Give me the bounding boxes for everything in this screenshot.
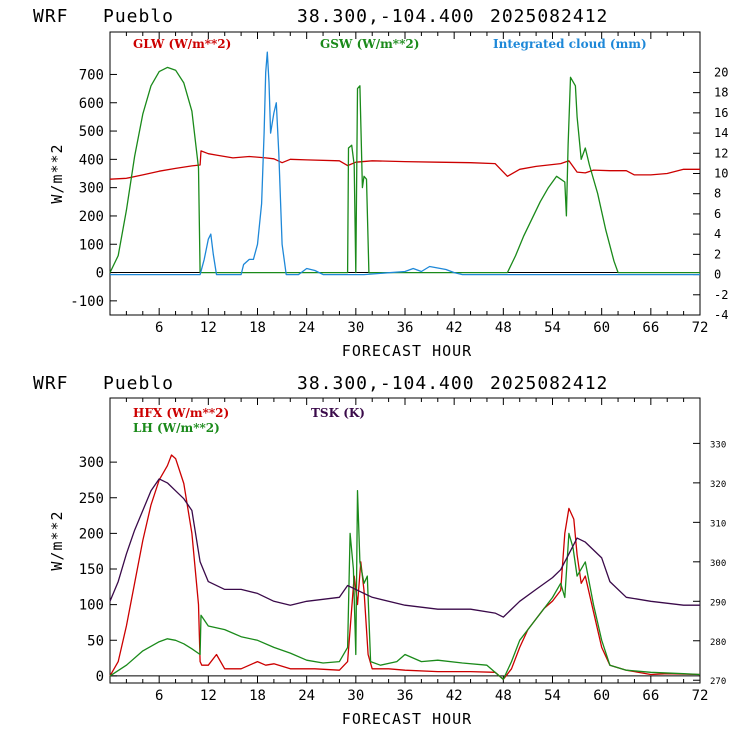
series-line-purple bbox=[109, 478, 700, 618]
y2-tick-label: -4 bbox=[714, 308, 728, 322]
y2-tick-label: 6 bbox=[714, 207, 721, 221]
y2-tick-label: 12 bbox=[714, 146, 728, 160]
header-station: Pueblo bbox=[103, 373, 174, 394]
x-tick-label: 72 bbox=[692, 688, 709, 704]
header-run: 2025082412 bbox=[490, 373, 608, 394]
y2-tick-label: 18 bbox=[714, 86, 728, 100]
y-tick-label: 150 bbox=[79, 562, 104, 578]
legend-entry: GLW (W/m**2) bbox=[133, 37, 231, 51]
y-tick-label: 250 bbox=[79, 491, 104, 507]
y2-tick-label: 280 bbox=[710, 638, 726, 648]
series-line-green bbox=[109, 489, 701, 681]
x-tick-label: 12 bbox=[200, 320, 217, 336]
x-tick-label: 18 bbox=[249, 688, 266, 704]
y-tick-label: 50 bbox=[87, 633, 104, 649]
plot-frame bbox=[109, 397, 701, 684]
x-tick-label: 48 bbox=[495, 688, 512, 704]
y-tick-label: 600 bbox=[79, 96, 104, 112]
x-tick-label: 24 bbox=[298, 688, 315, 704]
y2-tick-label: 300 bbox=[710, 559, 726, 569]
y2-tick-label: 290 bbox=[710, 598, 726, 608]
x-tick-label: 36 bbox=[397, 688, 414, 704]
x-tick-label: 66 bbox=[642, 320, 659, 336]
x-tick-label: 60 bbox=[593, 320, 610, 336]
y-tick-label: 700 bbox=[79, 67, 104, 83]
header-coords: 38.300,-104.400 bbox=[297, 373, 475, 394]
y2-tick-label: 16 bbox=[714, 106, 728, 120]
y-tick-label: 200 bbox=[79, 526, 104, 542]
y2-tick-label: 320 bbox=[710, 480, 726, 490]
y-tick-label: -100 bbox=[70, 294, 104, 310]
y-tick-label: 300 bbox=[79, 181, 104, 197]
x-tick-label: 36 bbox=[397, 320, 414, 336]
series-line-green bbox=[109, 66, 700, 274]
y2-tick-label: 2 bbox=[714, 247, 721, 261]
legend-entry: HFX (W/m**2) bbox=[133, 406, 229, 420]
x-tick-label: 42 bbox=[446, 688, 463, 704]
x-axis-label: FORECAST HOUR bbox=[342, 710, 472, 728]
x-tick-label: 30 bbox=[347, 688, 364, 704]
y-tick-label: 0 bbox=[96, 669, 104, 685]
series-line-red bbox=[109, 454, 701, 681]
x-tick-label: 72 bbox=[692, 320, 709, 336]
y2-tick-label: 270 bbox=[710, 677, 726, 687]
header-run: 2025082412 bbox=[490, 6, 608, 27]
header-model: WRF bbox=[33, 6, 69, 27]
x-tick-label: 12 bbox=[200, 688, 217, 704]
y-tick-label: 300 bbox=[79, 455, 104, 471]
x-tick-label: 6 bbox=[155, 320, 163, 336]
x-tick-label: 54 bbox=[544, 320, 561, 336]
y2-tick-label: 330 bbox=[710, 440, 726, 450]
y-axis-label: W/m**2 bbox=[48, 510, 66, 570]
x-tick-label: 60 bbox=[593, 688, 610, 704]
y2-tick-label: 0 bbox=[714, 268, 721, 282]
header-station: Pueblo bbox=[103, 6, 174, 27]
series-line-red bbox=[109, 150, 700, 180]
header-coords: 38.300,-104.400 bbox=[297, 6, 475, 27]
chart-panel-1: WRF Pueblo 38.300,-104.400 2025082412 6 12 18 2… bbox=[33, 6, 728, 360]
x-tick-label: 30 bbox=[347, 320, 364, 336]
x-tick-label: 6 bbox=[155, 688, 163, 704]
y-tick-label: 0 bbox=[96, 266, 104, 282]
chart-panel-2: WRF Pueblo 38.300,-104.400 2025082412 6 12 18 2… bbox=[33, 373, 726, 728]
x-tick-label: 18 bbox=[249, 320, 266, 336]
y2-tick-label: 10 bbox=[714, 167, 728, 181]
x-tick-label: 24 bbox=[298, 320, 315, 336]
y2-tick-label: 4 bbox=[714, 227, 721, 241]
y-tick-label: 500 bbox=[79, 124, 104, 140]
x-axis-label: FORECAST HOUR bbox=[342, 342, 472, 360]
y2-tick-label: 8 bbox=[714, 187, 721, 201]
x-tick-label: 42 bbox=[446, 320, 463, 336]
header-model: WRF bbox=[33, 373, 69, 394]
y-axis-label: W/m**2 bbox=[48, 143, 66, 203]
y-tick-label: 200 bbox=[79, 209, 104, 225]
legend-entry: GSW (W/m**2) bbox=[320, 37, 419, 51]
series-line-blue bbox=[110, 51, 700, 276]
y2-tick-label: 20 bbox=[714, 65, 728, 79]
y2-tick-label: -2 bbox=[714, 288, 728, 302]
y-tick-label: 400 bbox=[79, 152, 104, 168]
legend-entry: Integrated cloud (mm) bbox=[493, 37, 647, 51]
x-tick-label: 48 bbox=[495, 320, 512, 336]
legend-entry: LH (W/m**2) bbox=[133, 421, 220, 435]
y-tick-label: 100 bbox=[79, 237, 104, 253]
y2-tick-label: 14 bbox=[714, 126, 728, 140]
y2-tick-label: 310 bbox=[710, 519, 726, 529]
y-tick-label: 100 bbox=[79, 598, 104, 614]
x-tick-label: 54 bbox=[544, 688, 561, 704]
legend-entry: TSK (K) bbox=[311, 406, 365, 420]
x-tick-label: 66 bbox=[642, 688, 659, 704]
